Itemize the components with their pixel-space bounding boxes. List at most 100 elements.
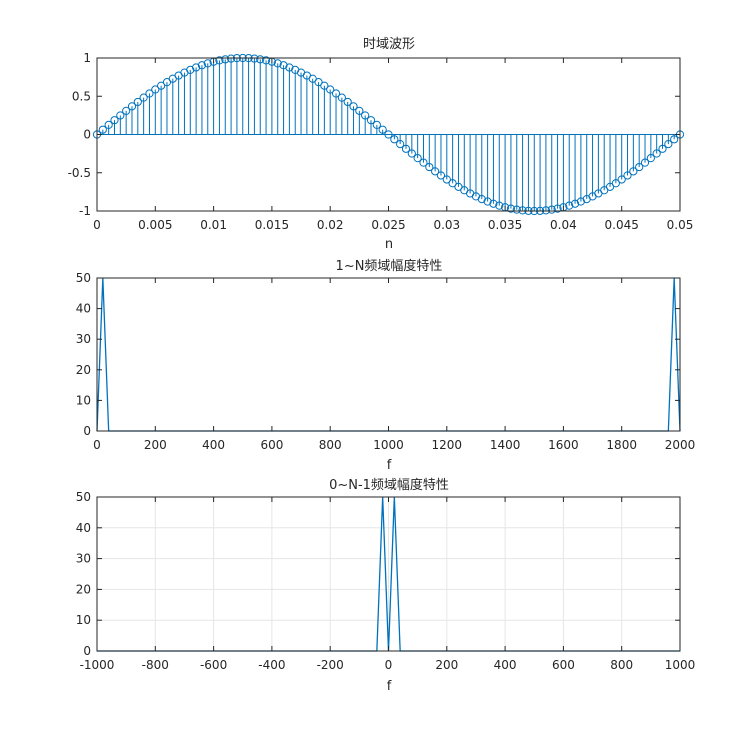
x-tick-label: 0.03: [433, 218, 460, 232]
x-tick-label: 800: [610, 658, 633, 672]
stem-marker: [664, 139, 673, 149]
stem-marker: [541, 206, 551, 215]
x-tick-label: 600: [260, 438, 283, 452]
stem-marker: [215, 56, 224, 65]
stem-marker: [623, 171, 632, 180]
stem-marker: [518, 206, 527, 215]
axes-background: [97, 278, 680, 431]
x-tick-label: -600: [200, 658, 227, 672]
stem-marker: [197, 61, 207, 70]
y-tick-label: 0: [83, 644, 91, 658]
x-tick-label: 600: [552, 658, 575, 672]
stem-marker: [419, 158, 428, 167]
x-tick-label: 800: [319, 438, 342, 452]
stem-marker: [629, 167, 638, 176]
x-tick-label: 0: [93, 438, 101, 452]
x-tick-label: 1200: [432, 438, 463, 452]
stem-marker: [331, 89, 341, 98]
stem-marker: [401, 144, 411, 153]
stem-marker: [640, 158, 650, 167]
y-tick-label: 0.5: [72, 89, 91, 103]
y-tick-label: -1: [79, 204, 91, 218]
x-tick-label: -400: [258, 658, 285, 672]
stem-marker: [326, 85, 335, 94]
x-axis-label-time-domain: n: [385, 237, 393, 252]
stem-marker: [489, 199, 498, 208]
stem-marker: [448, 179, 457, 188]
stem-marker: [372, 120, 381, 130]
stem-marker: [553, 204, 562, 213]
stem-marker: [483, 197, 492, 206]
stem-marker: [635, 162, 644, 172]
stem-marker: [122, 106, 131, 115]
x-tick-label: 1000: [665, 658, 696, 672]
x-tick-label: 0.025: [371, 218, 405, 232]
x-axis-label-spectrum-1-n: f: [387, 458, 392, 473]
chart-title-spectrum-centered: 0~N-1频域幅度特性: [329, 477, 449, 493]
x-tick-label: 2000: [665, 438, 696, 452]
x-tick-label: 0.05: [667, 218, 694, 232]
stem-marker: [355, 106, 364, 115]
stem-marker: [349, 102, 358, 111]
x-tick-label: 0.04: [550, 218, 577, 232]
stem-marker: [384, 130, 393, 139]
x-tick-label: 0.045: [605, 218, 639, 232]
x-tick-label: 400: [202, 438, 225, 452]
y-tick-label: 1: [83, 51, 91, 65]
y-tick-label: 30: [76, 332, 91, 346]
stem-marker: [670, 135, 679, 144]
stem-marker: [611, 179, 620, 188]
y-tick-label: 0: [83, 128, 91, 142]
y-tick-label: 30: [76, 552, 91, 566]
y-tick-label: 50: [76, 490, 91, 504]
y-tick-label: 10: [76, 393, 91, 407]
x-tick-label: 400: [494, 658, 517, 672]
stem-marker: [425, 162, 434, 172]
stem-marker: [413, 154, 422, 163]
chart-title-spectrum-1-n: 1~N频域幅度特性: [336, 258, 443, 274]
stem-marker: [110, 116, 119, 125]
stem-marker: [116, 111, 125, 120]
subplot-time-domain: 时域波形 0 0.005 0.01 0.015 0.02 0.025 0.03 0.035 0.…: [68, 37, 694, 252]
stem-marker: [431, 167, 440, 176]
x-axis-label-spectrum-centered: f: [387, 679, 392, 694]
stem-marker: [436, 171, 446, 180]
x-tick-label: -1000: [80, 658, 115, 672]
stem-marker: [226, 54, 236, 63]
stem-marker: [104, 120, 113, 130]
stem-marker: [192, 63, 201, 72]
x-tick-label: 0.015: [255, 218, 289, 232]
stem-marker: [250, 54, 259, 63]
x-tick-label: -800: [142, 658, 169, 672]
stem-marker: [203, 59, 212, 68]
stem-marker: [314, 78, 323, 87]
stem-marker: [506, 204, 516, 213]
x-tick-label: 1800: [606, 438, 637, 452]
stem-marker: [151, 85, 160, 94]
stem-marker: [646, 154, 655, 163]
x-tick-label: 200: [144, 438, 167, 452]
stem-marker: [570, 199, 580, 208]
stem-marker: [396, 139, 405, 149]
subplot-spectrum-centered: 0~N-1频域幅度特性 -1000 -800 -600 -400 -200 0 200 400…: [76, 477, 696, 694]
y-tick-label: 20: [76, 363, 91, 377]
x-tick-label: 1600: [548, 438, 579, 452]
stem-marker: [221, 55, 230, 64]
stem-marker: [565, 201, 574, 210]
stem-marker: [378, 125, 387, 134]
stem-marker: [273, 59, 282, 68]
x-tick-label: 0.01: [200, 218, 227, 232]
y-tick-label: 20: [76, 582, 91, 596]
stem-marker: [407, 149, 416, 158]
stem-marker: [127, 102, 137, 111]
stem-marker: [442, 175, 451, 184]
stem-marker: [361, 111, 370, 120]
stem-marker: [605, 182, 615, 191]
y-tick-label: -0.5: [68, 166, 91, 180]
y-tick-label: 0: [83, 424, 91, 438]
subplot-spectrum-1-n: 1~N频域幅度特性 0 200 400 600 800 1000 1200 1400 1600 1…: [76, 258, 696, 473]
stem-marker: [145, 89, 154, 98]
x-tick-label: 0.02: [317, 218, 344, 232]
stem-marker: [658, 144, 667, 153]
